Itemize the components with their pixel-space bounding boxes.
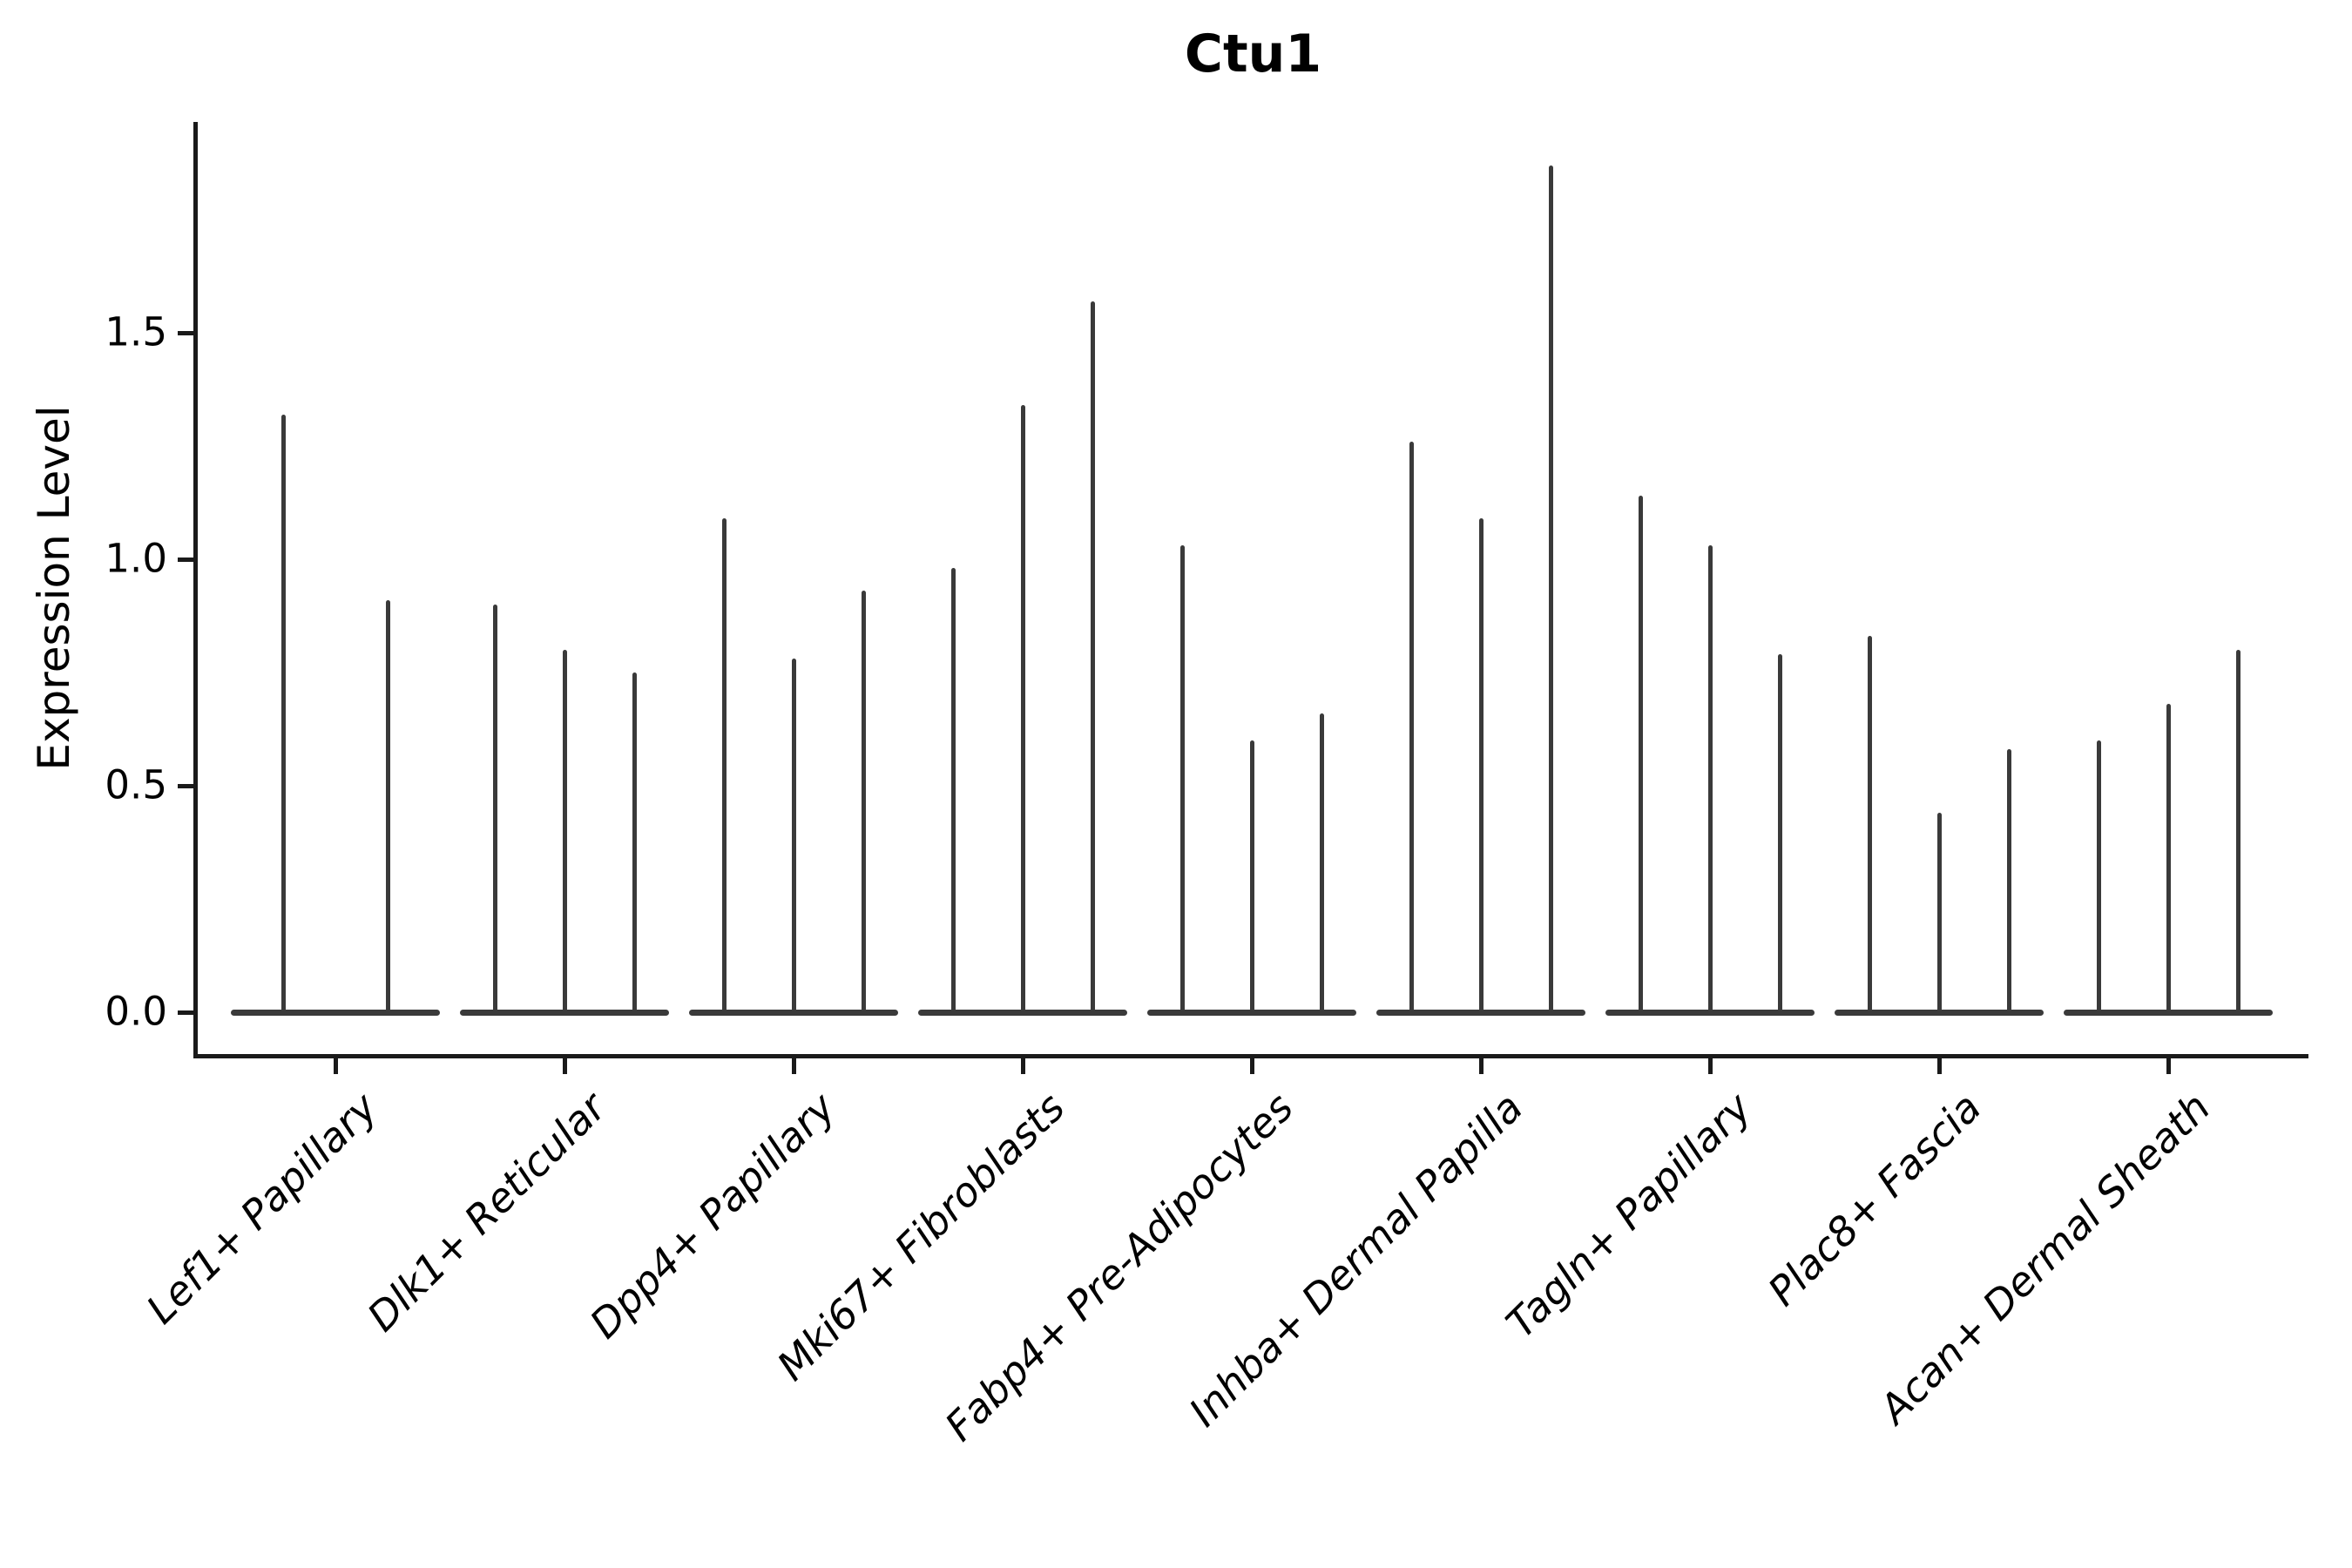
violin-spike xyxy=(386,600,390,1015)
x-tick-mark xyxy=(1021,1058,1025,1074)
x-axis-spine xyxy=(193,1054,2308,1058)
violin-spike xyxy=(1021,405,1025,1015)
x-tick-mark xyxy=(334,1058,338,1074)
violin-spike xyxy=(2236,650,2240,1015)
violin-spike xyxy=(1639,496,1643,1015)
y-axis-spine xyxy=(193,122,198,1058)
x-tick-label: Tagln+ Papillary xyxy=(1497,1084,1761,1348)
violin-spike xyxy=(1250,740,1254,1015)
violin-spike xyxy=(632,672,637,1015)
y-tick-mark xyxy=(178,331,193,335)
y-tick-label: 1.0 xyxy=(105,535,167,582)
x-tick-label: Dlk1+ Reticular xyxy=(358,1084,616,1341)
y-tick-mark xyxy=(178,558,193,562)
y-tick-mark xyxy=(178,784,193,788)
y-tick-label: 0.5 xyxy=(105,761,167,808)
x-tick-label: Dpp4+ Papillary xyxy=(580,1084,845,1348)
violin-spike xyxy=(951,568,956,1015)
violin-spike xyxy=(722,518,727,1015)
violin-spike xyxy=(792,659,796,1015)
violin-spike xyxy=(1937,813,1942,1015)
violin-spike xyxy=(1868,636,1872,1015)
x-tick-label: Lef1+ Papillary xyxy=(137,1084,387,1333)
x-tick-mark xyxy=(1708,1058,1713,1074)
violin-spike xyxy=(1409,442,1414,1015)
violin-spike xyxy=(1708,545,1713,1015)
violin-spike xyxy=(493,605,497,1015)
violin-spike xyxy=(1320,713,1324,1015)
violin-spike xyxy=(2007,749,2011,1015)
x-tick-label: Plac8+ Fascia xyxy=(1758,1084,1990,1315)
chart-title: Ctu1 xyxy=(1184,24,1322,84)
violin-base xyxy=(231,1010,440,1016)
violin-spike xyxy=(563,650,567,1015)
x-tick-mark xyxy=(563,1058,567,1074)
violin-spike xyxy=(1180,545,1185,1015)
violin-spike xyxy=(1091,301,1095,1015)
y-tick-mark xyxy=(178,1010,193,1015)
violin-spike xyxy=(862,591,866,1015)
violin-spike xyxy=(2097,740,2101,1015)
x-tick-mark xyxy=(2166,1058,2171,1074)
violin-spike xyxy=(1778,654,1782,1015)
violin-spike xyxy=(281,415,286,1015)
violin-spike xyxy=(1479,518,1484,1015)
y-tick-label: 1.5 xyxy=(105,308,167,355)
x-tick-mark xyxy=(792,1058,796,1074)
violin-spike xyxy=(1549,166,1553,1015)
violin-spike xyxy=(2166,704,2171,1015)
x-tick-mark xyxy=(1937,1058,1942,1074)
x-tick-mark xyxy=(1250,1058,1254,1074)
x-tick-mark xyxy=(1479,1058,1484,1074)
y-tick-label: 0.0 xyxy=(105,988,167,1035)
